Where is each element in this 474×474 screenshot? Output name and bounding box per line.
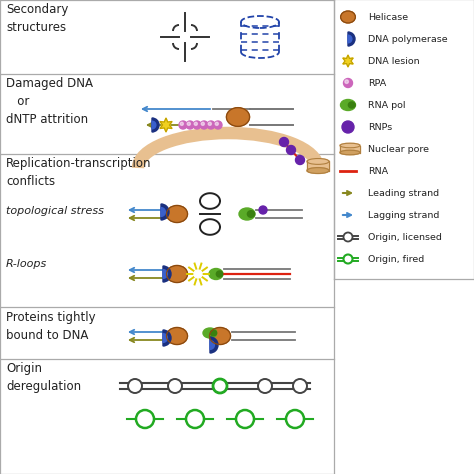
Circle shape	[344, 79, 353, 88]
Ellipse shape	[348, 102, 355, 108]
Circle shape	[259, 206, 267, 214]
Ellipse shape	[166, 206, 188, 222]
Wedge shape	[152, 121, 156, 129]
Polygon shape	[160, 118, 172, 132]
Ellipse shape	[239, 208, 255, 220]
Polygon shape	[343, 55, 353, 67]
Ellipse shape	[174, 266, 186, 275]
Wedge shape	[163, 330, 171, 346]
Wedge shape	[163, 270, 167, 278]
Circle shape	[194, 122, 197, 126]
Circle shape	[214, 121, 222, 129]
Ellipse shape	[217, 328, 229, 337]
Circle shape	[280, 137, 289, 146]
Text: R-loops: R-loops	[6, 259, 47, 269]
Bar	[307, 162, 329, 171]
Ellipse shape	[227, 108, 249, 127]
Circle shape	[128, 379, 142, 393]
Circle shape	[342, 121, 354, 133]
Ellipse shape	[340, 100, 356, 110]
Circle shape	[344, 255, 353, 264]
Circle shape	[258, 379, 272, 393]
Wedge shape	[348, 32, 355, 46]
Text: RNPs: RNPs	[368, 122, 392, 131]
Ellipse shape	[166, 265, 188, 283]
Text: Origin, fired: Origin, fired	[368, 255, 424, 264]
Circle shape	[207, 121, 215, 129]
Text: Origin
deregulation: Origin deregulation	[6, 362, 81, 393]
Ellipse shape	[216, 271, 223, 277]
Ellipse shape	[209, 268, 223, 280]
Text: Leading strand: Leading strand	[368, 189, 439, 198]
Text: Proteins tightly
bound to DNA: Proteins tightly bound to DNA	[6, 311, 96, 342]
Wedge shape	[210, 341, 214, 349]
Text: DNA polymerase: DNA polymerase	[368, 35, 447, 44]
Wedge shape	[210, 337, 218, 353]
Text: RNA pol: RNA pol	[368, 100, 405, 109]
Text: Secondary
structures: Secondary structures	[6, 3, 68, 34]
Text: Origin, licensed: Origin, licensed	[368, 233, 442, 241]
Ellipse shape	[203, 328, 217, 338]
Wedge shape	[161, 204, 169, 220]
Text: topological stress: topological stress	[6, 206, 104, 216]
Text: Lagging strand: Lagging strand	[368, 210, 439, 219]
Circle shape	[180, 122, 183, 126]
Text: DNA lesion: DNA lesion	[368, 56, 419, 65]
Wedge shape	[152, 118, 159, 132]
Circle shape	[201, 122, 204, 126]
Text: RPA: RPA	[368, 79, 386, 88]
Circle shape	[293, 379, 307, 393]
Circle shape	[208, 122, 211, 126]
Text: Damaged DNA
   or
dNTP attrition: Damaged DNA or dNTP attrition	[6, 77, 93, 126]
Circle shape	[187, 122, 191, 126]
Wedge shape	[163, 334, 167, 342]
Circle shape	[136, 410, 154, 428]
Circle shape	[286, 410, 304, 428]
Circle shape	[215, 122, 219, 126]
Circle shape	[186, 121, 194, 129]
Circle shape	[295, 155, 304, 164]
Circle shape	[286, 146, 295, 155]
Text: Helicase: Helicase	[368, 12, 408, 21]
Ellipse shape	[174, 207, 186, 216]
Circle shape	[168, 379, 182, 393]
Circle shape	[200, 121, 208, 129]
Circle shape	[213, 379, 227, 393]
Ellipse shape	[346, 12, 354, 18]
Circle shape	[236, 410, 254, 428]
Text: Nuclear pore: Nuclear pore	[368, 145, 429, 154]
Ellipse shape	[307, 168, 329, 173]
Circle shape	[213, 379, 227, 393]
Ellipse shape	[174, 328, 186, 337]
Ellipse shape	[210, 328, 230, 345]
Ellipse shape	[210, 330, 217, 336]
Wedge shape	[161, 208, 165, 217]
Circle shape	[344, 233, 353, 241]
Circle shape	[345, 80, 348, 83]
Text: Replication-transcription
conflicts: Replication-transcription conflicts	[6, 157, 152, 188]
Ellipse shape	[340, 143, 360, 148]
Circle shape	[186, 410, 204, 428]
Ellipse shape	[341, 11, 356, 23]
Ellipse shape	[166, 328, 188, 345]
Bar	[340, 146, 360, 153]
Ellipse shape	[235, 109, 248, 118]
Ellipse shape	[307, 158, 329, 164]
Wedge shape	[348, 35, 352, 43]
Circle shape	[179, 121, 187, 129]
Circle shape	[193, 121, 201, 129]
Wedge shape	[163, 266, 171, 282]
Text: RNA: RNA	[368, 166, 388, 175]
Ellipse shape	[247, 211, 255, 217]
Circle shape	[194, 270, 202, 278]
Ellipse shape	[340, 150, 360, 155]
